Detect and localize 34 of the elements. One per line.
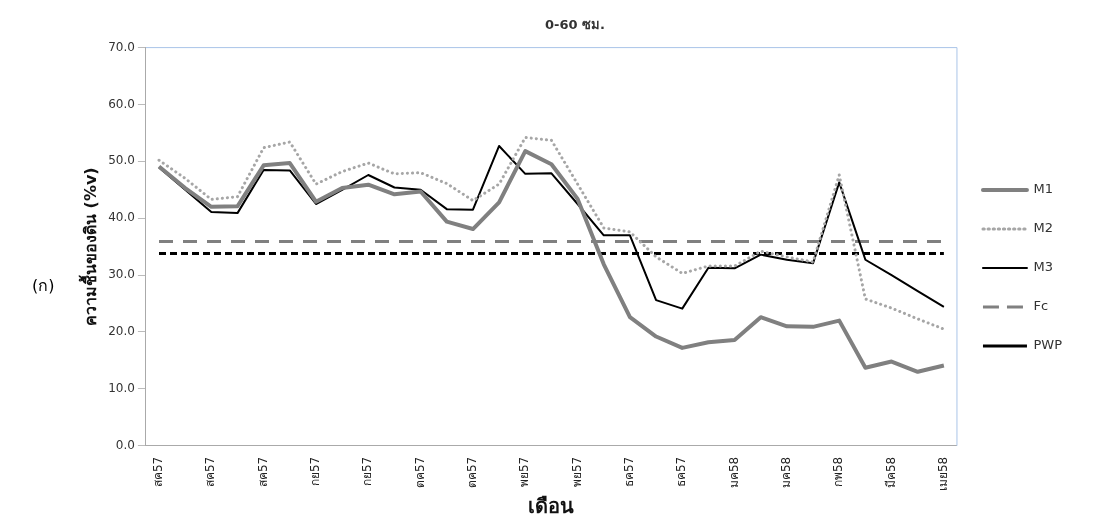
x-tick-label: ตค57 — [412, 456, 427, 489]
x-tick-label: ธค57 — [674, 456, 689, 488]
x-tick-label: สค57 — [255, 456, 270, 488]
legend-label: PWP — [1033, 337, 1063, 353]
y-tick-label: 0.0 — [115, 437, 135, 452]
y-tick-label: 20.0 — [108, 324, 135, 339]
x-tick-label: สค57 — [203, 456, 218, 488]
y-tick-label: 50.0 — [108, 153, 135, 168]
text: (ก) — [32, 275, 55, 295]
x-tick-label: มค58 — [726, 456, 741, 489]
y-tick-label: 60.0 — [108, 96, 135, 111]
x-tick-label: มีค58 — [883, 456, 898, 489]
y-tick-label: 40.0 — [108, 210, 135, 225]
y-tick-label: 30.0 — [108, 267, 135, 282]
x-axis-title: เดือน — [528, 494, 575, 519]
x-tick-label: สค57 — [151, 456, 166, 488]
x-tick-label: กย57 — [308, 456, 323, 487]
x-tick-label: เมย58 — [936, 456, 951, 492]
x-tick-label: ธค57 — [622, 456, 637, 488]
chart-title: 0-60 ซม. — [545, 17, 605, 33]
x-tick-label: ตค57 — [465, 456, 480, 489]
x-tick-label: พย57 — [569, 456, 584, 488]
x-tick-label: มค58 — [779, 456, 794, 489]
x-tick-label: กย57 — [360, 456, 375, 487]
legend-label: M2 — [1033, 220, 1053, 236]
x-tick-label: พย57 — [517, 456, 532, 488]
y-tick-label: 70.0 — [108, 39, 135, 54]
legend-label: Fc — [1033, 298, 1049, 314]
legend-label: M1 — [1033, 181, 1053, 197]
y-tick-label: 10.0 — [108, 380, 135, 395]
line-series — [157, 135, 946, 331]
legend-label: M3 — [1033, 259, 1053, 275]
x-tick-label: กพ58 — [831, 456, 846, 488]
y-axis-title: ความชื้นของดิน (%v) — [77, 167, 100, 326]
